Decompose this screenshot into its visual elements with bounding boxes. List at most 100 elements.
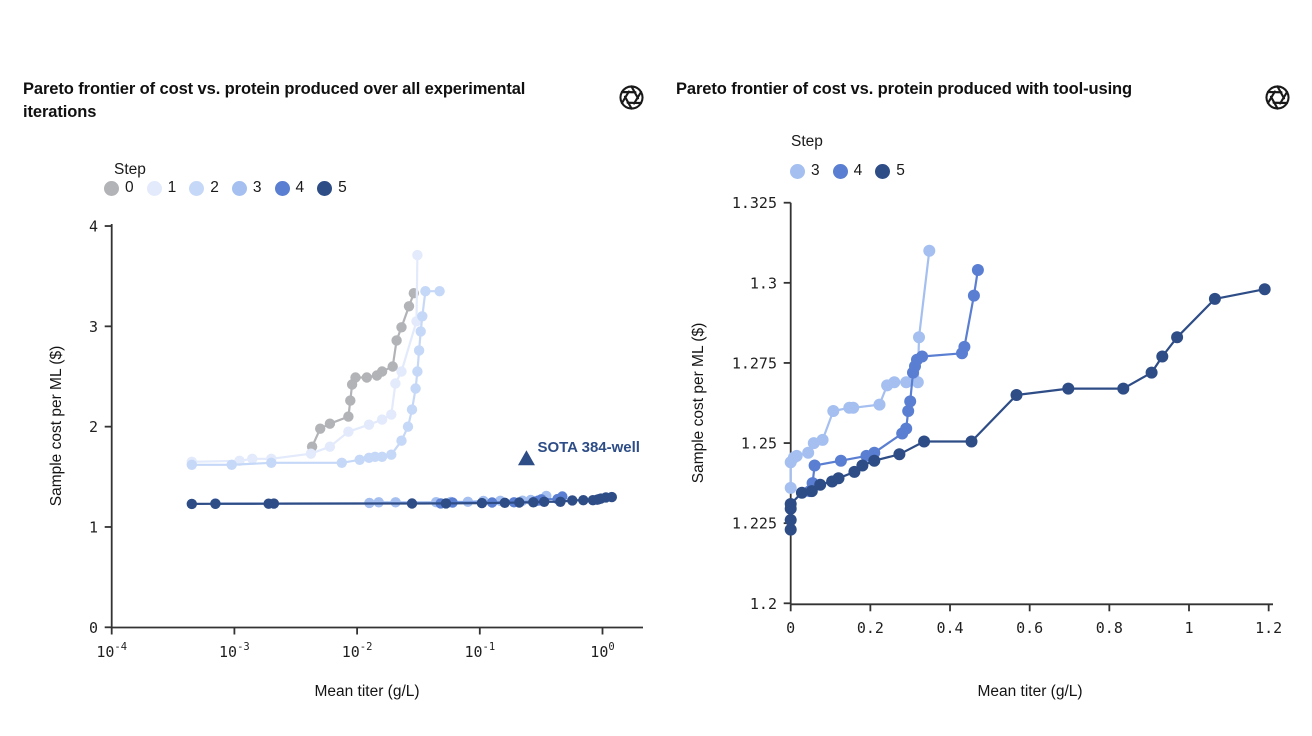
data-point xyxy=(578,495,589,506)
y-tick-label: 1.325 xyxy=(732,194,777,212)
data-point xyxy=(413,345,425,356)
data-point xyxy=(1171,331,1184,344)
data-point xyxy=(406,404,418,415)
data-point xyxy=(336,457,347,468)
data-point xyxy=(210,498,221,509)
data-point xyxy=(832,472,845,485)
data-point xyxy=(363,419,375,430)
x-axis-label: Mean titer (g/L) xyxy=(314,683,420,700)
x-tick-label: 1.2 xyxy=(1255,619,1282,637)
chart-right-title: Pareto frontier of cost vs. protein prod… xyxy=(676,80,1133,98)
data-point xyxy=(403,301,415,312)
series-line xyxy=(789,288,1265,530)
series-line xyxy=(191,255,419,463)
series-step-3 xyxy=(784,244,936,494)
data-point xyxy=(1258,283,1271,296)
x-tick-label: 10-4 xyxy=(96,641,127,661)
data-point xyxy=(373,497,384,508)
data-point xyxy=(324,441,336,452)
legend-title: Step xyxy=(114,161,146,178)
legend: 3 4 5 xyxy=(790,162,905,180)
data-point xyxy=(1208,292,1221,305)
data-point xyxy=(350,372,361,383)
data-point xyxy=(266,457,277,468)
legend: 0 1 2 3 4 5 xyxy=(104,179,347,197)
sota-annotation: SOTA 384-well xyxy=(517,439,640,466)
data-point xyxy=(814,478,827,491)
data-point xyxy=(784,481,797,494)
data-point xyxy=(1010,389,1023,401)
x-axis-label: Mean titer (g/L) xyxy=(977,683,1083,700)
data-point xyxy=(396,322,407,333)
series-step-5 xyxy=(784,283,1271,536)
y-tick-label: 4 xyxy=(89,218,98,236)
data-point xyxy=(893,448,906,461)
x-tick-label: 0.8 xyxy=(1096,619,1123,637)
data-point xyxy=(923,244,936,257)
chart-left-title: Pareto frontier of cost vs. protein prod… xyxy=(23,80,526,121)
data-point xyxy=(415,326,426,337)
legend-swatch-icon xyxy=(832,163,848,179)
data-point xyxy=(390,378,401,389)
data-point xyxy=(555,496,566,507)
legend-item-step-1: 1 xyxy=(146,179,177,197)
data-point xyxy=(900,422,913,435)
data-point xyxy=(386,409,397,420)
data-point xyxy=(971,264,984,276)
x-tick-label: 10-2 xyxy=(342,641,373,661)
legend-item-step-2: 2 xyxy=(189,179,219,197)
data-point xyxy=(1156,350,1169,363)
data-point xyxy=(904,395,917,408)
data-point xyxy=(790,449,803,462)
data-point xyxy=(918,435,931,448)
data-point xyxy=(958,340,971,353)
legend-item-step-4: 4 xyxy=(274,179,304,197)
legend-swatch-icon xyxy=(231,180,247,196)
legend-label: 3 xyxy=(252,179,262,196)
data-point xyxy=(402,421,414,432)
data-point xyxy=(186,498,197,510)
data-point xyxy=(888,376,901,389)
data-point xyxy=(868,454,881,467)
data-point xyxy=(376,414,388,425)
legend-label: 2 xyxy=(210,179,219,196)
y-tick-label: 1.275 xyxy=(732,354,777,372)
data-point xyxy=(816,433,829,446)
data-point xyxy=(606,491,617,503)
data-point xyxy=(343,411,354,422)
x-tick-label: 1 xyxy=(1184,619,1193,637)
data-point xyxy=(226,459,237,470)
legend-swatch-icon xyxy=(274,180,290,196)
series-step-4 xyxy=(210,491,568,509)
y-tick-label: 3 xyxy=(89,318,98,336)
y-tick-label: 2 xyxy=(89,418,98,436)
data-point xyxy=(1145,366,1158,379)
right-chart-plot: 0 0.2 0.4 0.6 0.8 1 1.2 1.2 1.225 1.25 1.275 1.3 1.3… xyxy=(732,194,1282,637)
x-tick-label: 0.2 xyxy=(857,619,884,637)
y-tick-label: 0 xyxy=(89,619,98,637)
data-point xyxy=(343,426,354,437)
left-chart-plot: 10-4 10-3 10-2 10-1 100 0 1 2 3 4 SOTA 384-well xyxy=(89,218,643,661)
legend-item-step-5: 5 xyxy=(317,179,347,197)
data-point xyxy=(784,514,797,526)
y-tick-label: 1 xyxy=(89,518,98,536)
legend-title: Step xyxy=(791,133,823,150)
data-point xyxy=(186,459,197,470)
legend-item-step-3: 3 xyxy=(231,179,262,197)
data-point xyxy=(247,453,258,464)
data-point xyxy=(391,335,402,346)
data-point xyxy=(440,498,452,509)
y-tick-label: 1.25 xyxy=(741,435,777,453)
openai-logo-icon xyxy=(618,84,645,111)
data-point xyxy=(417,311,428,322)
series-step-2 xyxy=(186,286,445,470)
data-point xyxy=(795,486,808,499)
data-point xyxy=(396,366,407,377)
legend-label: 1 xyxy=(167,179,177,196)
series-step-5 xyxy=(186,491,617,510)
data-point xyxy=(324,418,336,429)
x-tick-label: 0.4 xyxy=(936,619,963,637)
data-point xyxy=(567,495,578,506)
legend-swatch-icon xyxy=(189,180,205,196)
legend-label: 3 xyxy=(811,162,820,179)
